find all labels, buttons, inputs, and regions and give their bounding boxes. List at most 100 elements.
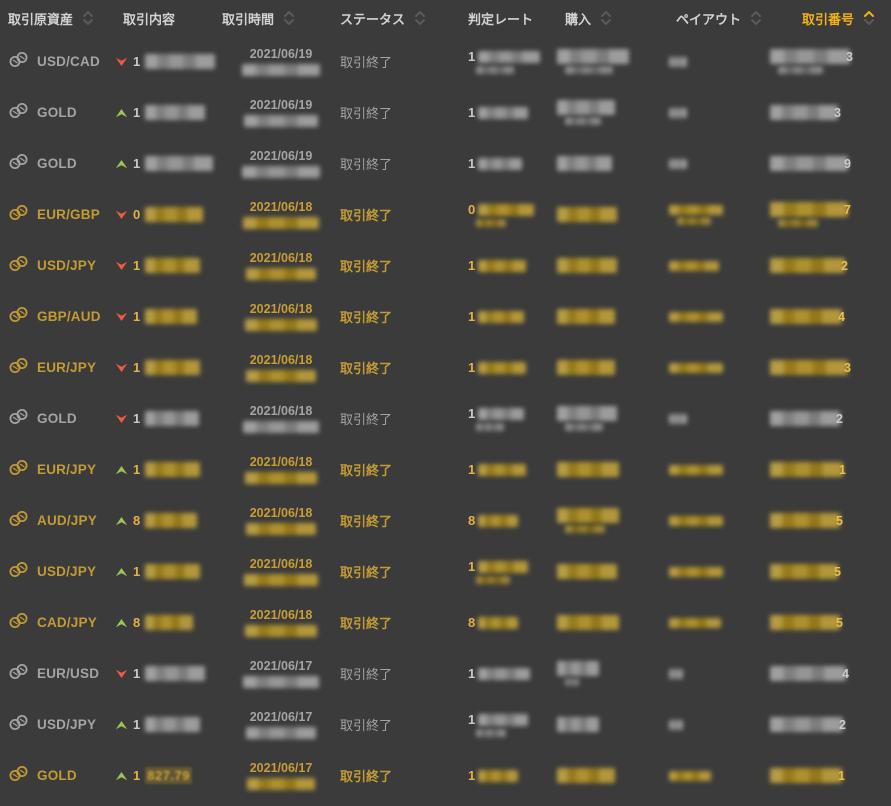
sort-arrows-icon[interactable]: [863, 10, 875, 26]
trade-number-redacted: [770, 717, 843, 732]
asset-cell: USD/JPY: [8, 561, 115, 583]
trade-content-redacted: [145, 717, 201, 732]
down-arrow-icon: [115, 414, 128, 424]
trade-content-prefix: 1: [133, 768, 141, 783]
judgment-rate-cell: 1: [468, 406, 557, 431]
trade-content-prefix: 1: [133, 717, 141, 732]
judgment-rate-cell: 1: [468, 105, 557, 120]
asset-pair-icon: [8, 408, 29, 430]
table-row[interactable]: CAD/JPY 8 2021/06/18 取引終了 8: [0, 597, 891, 648]
rate-prefix: 1: [468, 360, 476, 375]
trade-content-cell: 1: [115, 462, 222, 477]
rate-redacted: [478, 157, 523, 170]
purchase-cell: [557, 156, 663, 171]
trade-number-suffix: 4: [838, 309, 845, 324]
asset-cell: EUR/USD: [8, 663, 115, 685]
rate-redacted-sub: [476, 729, 506, 737]
trade-content-cell: 1: [115, 105, 222, 120]
sort-arrows-icon[interactable]: [82, 10, 94, 26]
trade-time-redacted: [245, 319, 317, 331]
asset-pair-icon: [8, 714, 29, 736]
trade-number-suffix: 3: [834, 105, 841, 120]
trade-number-cell: 5: [770, 615, 891, 630]
payout-redacted: [669, 770, 711, 781]
rate-redacted: [478, 203, 535, 216]
sort-arrows-icon[interactable]: [414, 10, 426, 26]
table-row[interactable]: GBP/AUD 1 2021/06/18 取引終了 1: [0, 291, 891, 342]
column-header-2[interactable]: 取引内容: [115, 9, 222, 28]
sort-arrows-icon[interactable]: [750, 10, 762, 26]
asset-pair-icon: [8, 153, 29, 175]
asset-cell: CAD/JPY: [8, 612, 115, 634]
table-row[interactable]: GOLD 1 2021/06/19 取引終了 1: [0, 138, 891, 189]
status-label: 取引終了: [340, 616, 393, 631]
trade-content-redacted: [145, 666, 206, 681]
trade-number-redacted: [770, 156, 848, 171]
column-header-8[interactable]: 取引番号: [770, 9, 891, 28]
purchase-redacted-sub: [565, 66, 613, 74]
trade-content-prefix: 1: [133, 156, 141, 171]
column-header-6[interactable]: 購入: [557, 9, 663, 28]
trade-content-prefix: 1: [133, 258, 141, 273]
column-header-label: ペイアウト: [676, 11, 742, 27]
trade-time-cell: 2021/06/18: [222, 302, 340, 331]
status-cell: 取引終了: [340, 613, 468, 632]
table-row[interactable]: USD/CAD 1 2021/06/19 取引終了 1: [0, 36, 891, 87]
trade-number-cell: 4: [770, 309, 891, 324]
rate-redacted: [478, 310, 525, 323]
sort-arrows-icon[interactable]: [283, 10, 295, 26]
asset-pair-label: GOLD: [37, 156, 77, 171]
trade-date: 2021/06/18: [249, 455, 313, 469]
trade-number-redacted-sub: [778, 219, 818, 227]
purchase-redacted: [557, 360, 615, 375]
trade-number-cell: 5: [770, 564, 891, 579]
asset-pair-label: USD/JPY: [37, 717, 97, 732]
rate-prefix: 0: [468, 202, 476, 217]
column-header-3[interactable]: 取引時間: [222, 9, 340, 28]
trade-number-cell: 3: [770, 49, 891, 74]
status-cell: 取引終了: [340, 511, 468, 530]
table-row[interactable]: USD/JPY 1 2021/06/18 取引終了 1: [0, 240, 891, 291]
trade-content-cell: 1: [115, 156, 222, 171]
payout-cell: [663, 719, 770, 730]
trade-time-cell: 2021/06/17: [222, 761, 340, 790]
column-header-4[interactable]: ステータス: [340, 9, 468, 28]
trade-time-cell: 2021/06/19: [222, 149, 340, 178]
column-header-5[interactable]: 判定レート: [468, 9, 557, 28]
column-header-1[interactable]: 取引原資産: [8, 9, 115, 28]
asset-pair-label: USD/JPY: [37, 564, 97, 579]
trade-number-suffix: 3: [844, 360, 851, 375]
trade-date: 2021/06/18: [249, 557, 313, 571]
trade-time-redacted: [245, 625, 317, 637]
asset-cell: GBP/AUD: [8, 306, 115, 328]
trade-number-cell: 2: [770, 411, 891, 426]
rate-prefix: 1: [468, 559, 476, 574]
table-row[interactable]: AUD/JPY 8 2021/06/18 取引終了 8: [0, 495, 891, 546]
payout-redacted: [669, 260, 719, 271]
status-cell: 取引終了: [340, 256, 468, 275]
trade-number-redacted: [770, 462, 843, 477]
trade-date: 2021/06/18: [249, 251, 313, 265]
rate-redacted: [478, 106, 529, 119]
table-row[interactable]: USD/JPY 1 2021/06/18 取引終了 1: [0, 546, 891, 597]
payout-cell: [663, 464, 770, 475]
table-row[interactable]: EUR/JPY 1 2021/06/18 取引終了 1: [0, 342, 891, 393]
up-arrow-icon: [115, 567, 128, 577]
sort-arrows-icon[interactable]: [600, 10, 612, 26]
table-row[interactable]: GOLD 1 2021/06/18 取引終了 1: [0, 393, 891, 444]
table-row[interactable]: USD/JPY 1 2021/06/17 取引終了 1: [0, 699, 891, 750]
table-row[interactable]: EUR/USD 1 2021/06/17 取引終了 1: [0, 648, 891, 699]
column-header-7[interactable]: ペイアウト: [663, 9, 770, 28]
table-row[interactable]: GOLD 1 827.79 2021/06/17 取引終了 1: [0, 750, 891, 801]
table-row[interactable]: EUR/GBP 0 2021/06/18 取引終了 0: [0, 189, 891, 240]
table-row[interactable]: GOLD 1 2021/06/19 取引終了 1: [0, 87, 891, 138]
column-header-label: 取引時間: [222, 11, 275, 27]
trade-time-cell: 2021/06/19: [222, 47, 340, 76]
trade-time-redacted: [243, 421, 319, 433]
asset-pair-label: GOLD: [37, 768, 77, 783]
trade-time-cell: 2021/06/17: [222, 710, 340, 739]
trade-content-prefix: 1: [133, 309, 141, 324]
status-label: 取引終了: [340, 106, 393, 121]
table-row[interactable]: EUR/JPY 1 2021/06/18 取引終了 1: [0, 444, 891, 495]
trade-number-redacted-sub: [778, 66, 823, 74]
